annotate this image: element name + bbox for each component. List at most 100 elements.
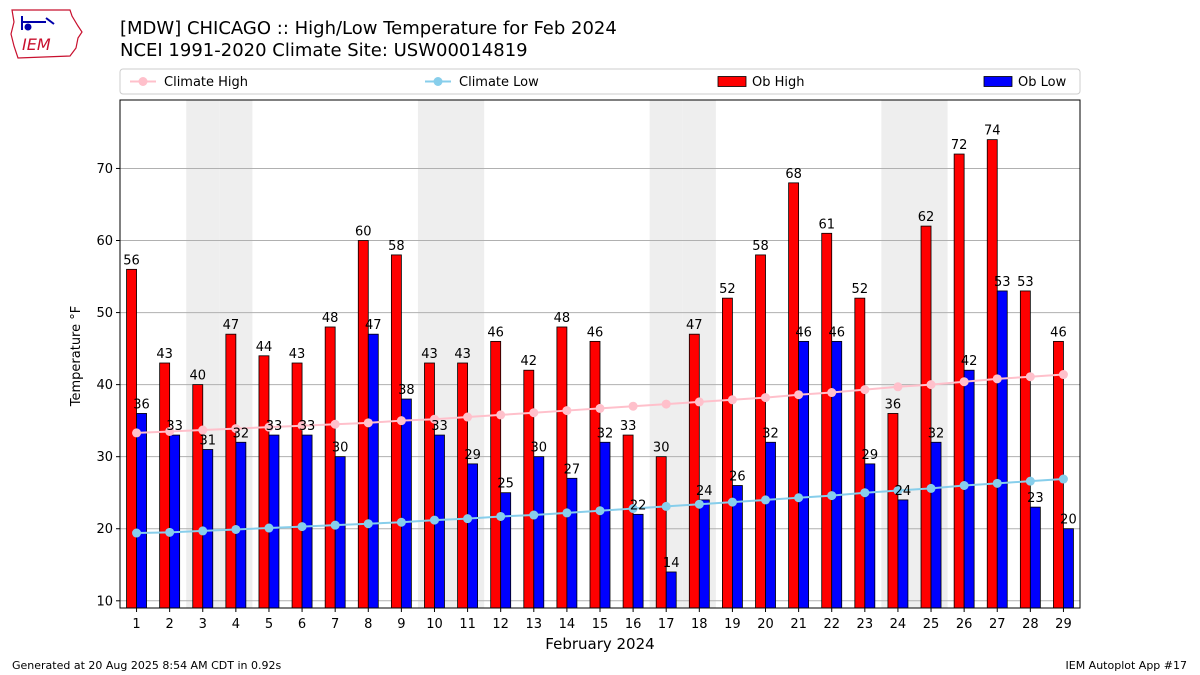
ob-high-bar (920, 225, 932, 609)
app-credit: IEM Autoplot App #17 (1065, 659, 1188, 672)
ob-low-value-label: 14 (663, 556, 680, 571)
ob-high-value-label: 58 (388, 239, 405, 254)
x-tick-label: 22 (823, 617, 840, 632)
ob-low-value-label: 23 (1027, 491, 1044, 506)
climate-high-point (463, 412, 473, 422)
climate-low-point (562, 508, 572, 518)
x-tick-label: 18 (691, 617, 708, 632)
legend-label: Climate High (164, 75, 248, 90)
climate-low-point (794, 493, 804, 503)
y-tick-label: 10 (96, 594, 113, 609)
y-tick-label: 30 (96, 450, 113, 465)
ob-high-bar (821, 232, 833, 609)
ob-high-value-label: 43 (156, 347, 173, 362)
legend-label: Climate Low (459, 75, 539, 90)
climate-low-point (595, 506, 605, 516)
ob-low-value-label: 31 (199, 433, 216, 448)
ob-low-value-label: 53 (994, 275, 1011, 290)
climate-high-point (761, 393, 771, 403)
ob-high-bar (887, 413, 899, 609)
ob-high-value-label: 43 (454, 347, 471, 362)
climate-high-point (264, 422, 274, 432)
y-tick-label: 50 (96, 306, 113, 321)
ob-high-value-label: 46 (1050, 325, 1067, 340)
ob-low-value-label: 46 (828, 325, 845, 340)
ob-low-bar (599, 441, 611, 609)
x-axis-label: February 2024 (545, 635, 654, 653)
ob-low-bar (268, 434, 280, 609)
climate-high-point (959, 377, 969, 387)
y-tick-label: 20 (96, 522, 113, 537)
generated-timestamp: Generated at 20 Aug 2025 8:54 AM CDT in … (12, 659, 282, 672)
climate-high-point (1025, 372, 1035, 382)
ob-high-value-label: 47 (223, 318, 240, 333)
climate-low-point (297, 522, 307, 532)
ob-low-bar (930, 441, 942, 609)
ob-high-value-label: 36 (885, 397, 902, 412)
legend-label: Ob Low (1018, 75, 1067, 90)
legend: Climate High Climate Low Ob High Ob Low (119, 68, 1081, 95)
ob-high-bar (655, 456, 667, 609)
climate-high-point (396, 416, 406, 426)
ob-low-bar (864, 463, 876, 609)
climate-low-point (132, 528, 142, 538)
ob-high-bar (159, 362, 171, 609)
climate-low-point (1025, 476, 1035, 486)
ob-low-value-label: 32 (762, 426, 779, 441)
legend-swatch-marker (433, 77, 443, 86)
x-tick-label: 5 (265, 617, 273, 632)
ob-low-value-label: 47 (365, 318, 382, 333)
climate-high-point (496, 410, 506, 420)
climate-low-point (959, 481, 969, 491)
climate-low-point (264, 523, 274, 533)
ob-high-bar (722, 297, 733, 609)
climate-low-point (893, 486, 903, 496)
climate-high-point (562, 406, 572, 416)
x-tick-label: 29 (1055, 617, 1072, 632)
ob-high-value-label: 42 (521, 354, 538, 369)
x-tick-label: 10 (426, 617, 443, 632)
climate-low-point (330, 520, 340, 530)
ob-high-value-label: 48 (554, 311, 571, 326)
ob-high-bar (490, 340, 502, 609)
ob-low-bar (400, 398, 412, 609)
ob-high-bar (324, 326, 336, 609)
y-axis-label: Temperature °F (69, 306, 84, 407)
legend-swatch-bar (717, 76, 747, 87)
x-tick-label: 27 (989, 617, 1006, 632)
ob-low-value-label: 24 (696, 484, 713, 499)
ob-high-bar (589, 340, 601, 609)
y-tick-label: 70 (96, 162, 113, 177)
climate-low-point (1058, 474, 1068, 484)
y-tick-label: 40 (96, 378, 113, 393)
climate-high-point (429, 414, 439, 424)
ob-low-value-label: 24 (895, 484, 912, 499)
ob-low-bar (798, 340, 810, 609)
ob-high-value-label: 46 (587, 325, 604, 340)
iem-logo: IEM (10, 9, 83, 59)
ob-low-bar (533, 456, 545, 609)
climate-low-point (926, 483, 936, 493)
ob-low-bar (334, 456, 346, 609)
ob-high-value-label: 72 (951, 138, 968, 153)
ob-low-bar (467, 463, 478, 609)
x-tick-label: 16 (625, 617, 642, 632)
ob-high-value-label: 53 (1017, 275, 1034, 290)
ob-high-bar (424, 362, 435, 609)
climate-low-point (661, 501, 671, 511)
ob-high-bar (291, 362, 303, 609)
ob-high-value-label: 60 (355, 225, 372, 240)
ob-high-value-label: 74 (984, 124, 1001, 139)
x-tick-label: 15 (592, 617, 609, 632)
ob-high-bar (1019, 290, 1031, 609)
climate-low-point (363, 519, 373, 529)
climate-lines (132, 370, 1068, 538)
climate-high-point (132, 428, 142, 438)
x-tick-label: 4 (232, 617, 240, 632)
x-tick-label: 8 (364, 617, 372, 632)
ob-low-bar (665, 571, 677, 609)
ob-high-bar (457, 362, 468, 609)
ob-low-value-label: 30 (531, 441, 548, 456)
climate-high-point (297, 421, 307, 431)
ob-high-value-label: 47 (686, 318, 703, 333)
